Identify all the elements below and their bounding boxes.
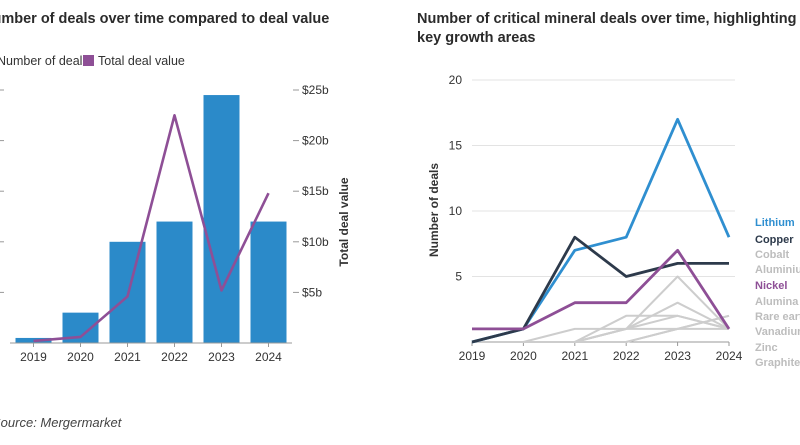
right-chart-title: Number of critical mineral deals over ti… (417, 11, 797, 46)
series-label-vanadium: Vanadium (755, 326, 800, 338)
right-chart-y-axis-title: Number of deals (427, 163, 441, 257)
series-label-aluminium: Aluminium (755, 264, 800, 276)
right-x-tick-label: 2020 (510, 349, 537, 363)
left-x-tick-label: 2023 (208, 350, 235, 364)
series-label-copper: Copper (755, 234, 794, 246)
right-x-tick-label: 2019 (459, 349, 486, 363)
right-chart-y-tick-label: 10 (449, 204, 463, 218)
right-x-tick-label: 2021 (561, 349, 588, 363)
series-label-graphite: Graphite (755, 357, 800, 369)
deal-value-line (33, 114, 270, 343)
deal-count-bar (250, 221, 287, 343)
right-y-tick-label: $25b (302, 83, 329, 97)
series-label-nickel: Nickel (755, 280, 787, 292)
right-x-tick-label: 2024 (716, 349, 743, 363)
right-y-tick-label: $20b (302, 134, 329, 148)
left-x-tick-label: 2024 (255, 350, 282, 364)
legend-label-value: Total deal value (98, 54, 185, 68)
left-x-tick-label: 2022 (161, 350, 188, 364)
left-x-tick-label: 2021 (114, 350, 141, 364)
right-y-tick-label: $10b (302, 235, 329, 249)
right-chart-y-tick-label: 15 (449, 139, 463, 153)
right-y-tick-label: $5b (302, 285, 322, 299)
left-chart-title: Number of deals over time compared to de… (0, 11, 330, 27)
right-y-axis-title: Total deal value (337, 177, 351, 266)
deal-count-bar (156, 221, 193, 343)
right-chart-y-tick-label: 20 (449, 73, 463, 87)
right-x-tick-label: 2023 (664, 349, 691, 363)
series-label-rare-earths: Rare earths (755, 311, 800, 323)
legend-label-deals: Number of deals (0, 54, 89, 68)
series-line-graphite (472, 314, 730, 343)
right-y-tick-label: $15b (302, 184, 329, 198)
right-chart-y-tick-label: 5 (455, 270, 462, 284)
series-line-nickel (472, 248, 731, 331)
legend-number-of-deals: Number of deals (0, 54, 89, 68)
series-label-cobalt: Cobalt (755, 249, 790, 261)
deal-count-bar (203, 95, 240, 343)
left-x-tick-label: 2019 (20, 350, 47, 364)
right-x-tick-label: 2022 (613, 349, 640, 363)
series-label-zinc: Zinc (755, 342, 778, 354)
series-label-lithium: Lithium (755, 217, 795, 229)
series-label-alumina: Alumina (755, 296, 799, 308)
legend-total-deal-value: Total deal value (83, 54, 185, 68)
source-note: Source: Mergermarket (0, 415, 122, 430)
left-x-tick-label: 2020 (67, 350, 94, 364)
legend-swatch-value (83, 55, 94, 66)
